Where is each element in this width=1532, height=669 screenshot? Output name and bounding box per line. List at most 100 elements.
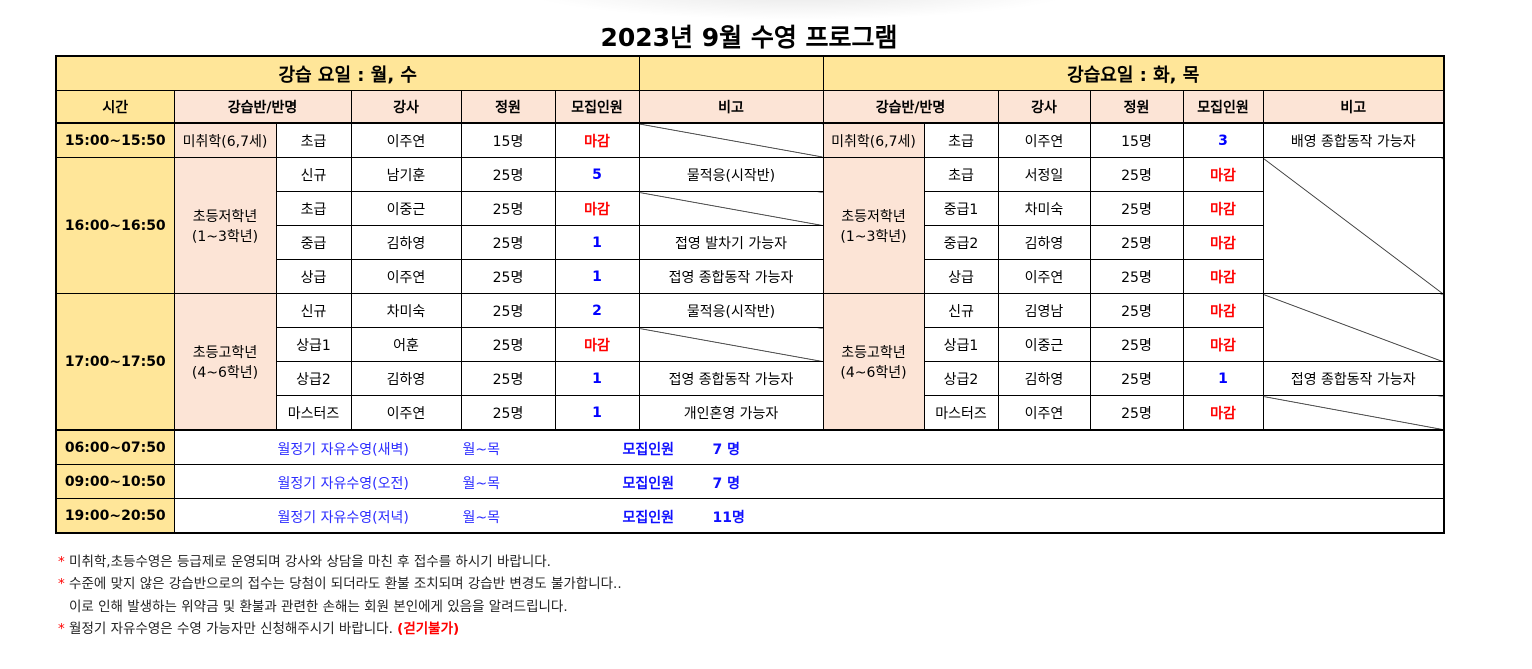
time-cell: 09:00~10:50 (55, 464, 175, 499)
note: 물적응(시작반) (638, 157, 824, 192)
class-name: 신규 (275, 157, 352, 192)
recruit-status: 마감 (1182, 327, 1264, 362)
time-cell: 19:00~20:50 (55, 498, 175, 534)
note: 접영 종합동작 가능자 (638, 361, 824, 396)
teacher: 김하영 (997, 361, 1091, 396)
free-swim-days: 월~목 (462, 442, 501, 458)
table-row: 초급 이중근 25명 마감 중급1 차미숙 25명 마감 (56, 191, 1444, 226)
col-note: 비고 (1262, 90, 1445, 124)
note-line: * 월정기 자유수영은 수영 가능자만 신청해주시기 바랍니다. (걷기불가) (58, 620, 460, 637)
teacher: 이주연 (350, 395, 462, 431)
capacity: 25명 (1089, 225, 1184, 260)
teacher: 이주연 (997, 259, 1091, 294)
time-cell: 16:00~16:50 (55, 157, 175, 294)
time-cell: 17:00~17:50 (55, 293, 175, 431)
recruit-status: 마감 (554, 122, 640, 158)
warning-text: (걷기불가) (397, 620, 460, 637)
class-name: 마스터즈 (923, 395, 999, 431)
group-cell: 초등고학년 (4~6학년) (173, 293, 277, 431)
col-time: 시간 (55, 90, 175, 124)
class-name: 초급 (275, 191, 352, 226)
recruit-status: 1 (554, 225, 640, 260)
capacity: 25명 (1089, 395, 1184, 431)
col-class: 강습반/반명 (173, 90, 352, 124)
teacher: 서정일 (997, 157, 1091, 192)
class-name: 신규 (923, 293, 999, 328)
teacher: 이주연 (350, 122, 462, 158)
note: 접영 종합동작 가능자 (638, 259, 824, 294)
capacity: 15명 (1089, 122, 1184, 158)
recruit-status: 마감 (554, 327, 640, 362)
free-swim-row: 19:00~20:50 월정기 자유수영(저녁) 월~목 모집인원 11명 (55, 498, 1445, 534)
note-line: * 미취학,초등수영은 등급제로 운영되며 강사와 상담을 마친 후 접수를 하… (58, 554, 551, 570)
col-capacity: 정원 (460, 90, 556, 124)
table-row: 마스터즈 이주연 25명 1 개인혼영 가능자 마스터즈 이주연 25명 마감 (56, 395, 1445, 431)
recruit-status: 마감 (1182, 225, 1264, 260)
recruit-status: 1 (1182, 361, 1264, 396)
col-class: 강습반/반명 (822, 90, 999, 124)
class-name: 마스터즈 (275, 395, 352, 431)
free-swim-label: 모집인원 (622, 442, 675, 458)
col-recruit: 모집인원 (1182, 90, 1264, 124)
note (638, 191, 824, 226)
capacity: 25명 (460, 157, 556, 192)
free-swim-name: 월정기 자유수영(오전) (277, 476, 409, 492)
note (638, 327, 824, 362)
teacher: 김하영 (997, 225, 1091, 260)
table-row: 상급2 김하영 25명 1 접영 종합동작 가능자 상급2 김하영 25명 1 접영 종합동작 가… (56, 361, 1445, 396)
class-name: 초급 (275, 122, 352, 158)
class-name: 상급1 (275, 327, 352, 362)
table-row: 15:00~15:50 미취학(6,7세) 초급 이주연 15명 마감 미취학(6,7세) 초… (55, 122, 1445, 158)
free-swim-days: 월~목 (462, 510, 501, 526)
table-row: 상급1 어훈 25명 마감 상급1 이중근 25명 마감 (56, 327, 1444, 362)
teacher: 남기훈 (350, 157, 462, 192)
class-name: 초급 (923, 122, 999, 158)
teacher: 이주연 (997, 122, 1091, 158)
free-swim-info: 월정기 자유수영(오전) 월~목 모집인원 7 명 (173, 464, 1445, 499)
free-swim-count: 7 명 (712, 442, 741, 458)
note: 접영 종합동작 가능자 (1262, 361, 1445, 396)
group-cell: 미취학(6,7세) (822, 122, 925, 158)
teacher: 김하영 (350, 225, 462, 260)
note-line: 이로 인해 발생하는 위약금 및 환불과 관련한 손해는 회원 본인에게 있음을… (69, 598, 568, 615)
time-cell: 06:00~07:50 (55, 429, 175, 465)
top-shadow (520, 0, 1080, 20)
capacity: 25명 (460, 395, 556, 431)
table-row: 17:00~17:50 초등고학년 (4~6학년) 신규 차미숙 25명 2 물적응(시작반… (55, 293, 1445, 431)
class-name: 상급 (275, 259, 352, 294)
class-name: 상급1 (923, 327, 999, 362)
recruit-status: 마감 (1182, 293, 1264, 328)
note (1262, 293, 1445, 362)
recruit-status: 3 (1182, 122, 1264, 158)
capacity: 25명 (460, 327, 556, 362)
recruit-status: 마감 (1182, 191, 1264, 226)
free-swim-info: 월정기 자유수영(저녁) 월~목 모집인원 11명 (173, 498, 1445, 534)
teacher: 차미숙 (350, 293, 462, 328)
capacity: 25명 (1089, 157, 1184, 192)
teacher: 이중근 (350, 191, 462, 226)
free-swim-info: 월정기 자유수영(새벽) 월~목 모집인원 7 명 (173, 429, 1445, 465)
note (1262, 157, 1445, 294)
class-name: 상급2 (275, 361, 352, 396)
recruit-status: 1 (554, 395, 640, 431)
notes: * 미취학,초등수영은 등급제로 운영되며 강사와 상담을 마친 후 접수를 하… (58, 551, 622, 640)
recruit-status: 마감 (554, 191, 640, 226)
note: 접영 발차기 가능자 (638, 225, 824, 260)
free-swim-count: 7 명 (712, 476, 741, 492)
recruit-status: 1 (554, 259, 640, 294)
class-name: 중급 (275, 225, 352, 260)
note (1262, 395, 1445, 431)
note: 물적응(시작반) (638, 293, 824, 328)
capacity: 25명 (1089, 293, 1184, 328)
note: 개인혼영 가능자 (638, 395, 824, 431)
teacher: 이중근 (997, 327, 1091, 362)
col-teacher: 강사 (997, 90, 1091, 124)
left-day-header: 강습 요일 : 월, 수 (55, 55, 640, 91)
note (638, 122, 824, 158)
recruit-status: 마감 (1182, 395, 1264, 431)
class-name: 신규 (275, 293, 352, 328)
teacher: 김영남 (997, 293, 1091, 328)
right-day-header: 강습요일 : 화, 목 (822, 55, 1445, 91)
capacity: 25명 (1089, 259, 1184, 294)
class-name: 상급2 (923, 361, 999, 396)
